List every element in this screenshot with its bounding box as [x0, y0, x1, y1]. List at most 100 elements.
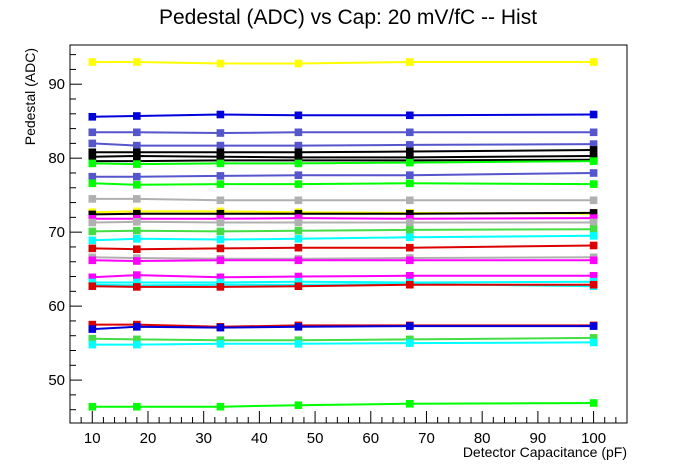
data-point	[589, 140, 598, 148]
x-tick-label: 90	[530, 430, 547, 447]
data-point	[133, 172, 141, 181]
data-point	[589, 399, 598, 407]
x-tick-label: 10	[84, 430, 101, 447]
data-point	[589, 209, 598, 217]
data-point	[216, 196, 225, 205]
x-tick-label: 80	[474, 430, 491, 447]
data-point	[216, 159, 225, 168]
data-point	[406, 158, 414, 167]
y-tick-label: 50	[48, 372, 65, 389]
data-point	[294, 180, 303, 188]
data-point	[406, 243, 414, 252]
data-point	[133, 152, 141, 160]
series-15	[88, 218, 598, 227]
data-point	[589, 146, 598, 154]
series-line	[92, 341, 594, 346]
data-point	[406, 233, 414, 242]
data-point	[406, 128, 414, 137]
data-point	[294, 340, 303, 348]
data-point	[589, 58, 598, 66]
y-axis-title: Pedestal (ADC)	[22, 48, 38, 145]
data-point	[406, 400, 414, 408]
series-1	[88, 58, 598, 68]
data-point	[589, 169, 598, 177]
series-line	[92, 256, 594, 260]
x-tick-label: 50	[307, 430, 324, 447]
data-point	[589, 232, 598, 240]
data-point	[589, 180, 598, 188]
data-point	[294, 226, 303, 235]
data-point	[88, 236, 97, 245]
data-point	[88, 179, 97, 188]
data-point	[133, 128, 141, 137]
data-point	[133, 141, 141, 150]
data-point	[133, 235, 141, 243]
series-line	[92, 280, 594, 284]
y-tick-label: 60	[48, 298, 65, 315]
data-point	[88, 325, 97, 333]
series-line	[92, 244, 594, 251]
data-point	[88, 113, 97, 121]
data-point	[589, 218, 598, 227]
series-line	[92, 336, 594, 342]
data-point	[216, 129, 225, 137]
series-line	[92, 220, 594, 224]
series-line	[92, 228, 594, 233]
series-5	[88, 146, 598, 157]
axes: 10 20 30 40 50 60 70 80 90 100 50 60 70 80 90	[48, 44, 628, 447]
data-point	[88, 340, 97, 349]
series-3	[88, 128, 598, 137]
data-point	[589, 280, 598, 289]
data-point	[133, 283, 141, 291]
data-point	[88, 148, 97, 157]
series-18	[88, 241, 598, 253]
data-point	[294, 272, 303, 281]
series-line	[92, 197, 594, 202]
data-point	[406, 179, 414, 188]
series-28	[88, 338, 598, 349]
data-point	[216, 283, 225, 291]
data-point	[406, 226, 414, 234]
data-point	[406, 111, 414, 120]
data-point	[216, 172, 225, 180]
series-29	[88, 399, 598, 411]
series-10	[88, 179, 598, 189]
series-line	[92, 259, 594, 263]
data-point	[133, 402, 141, 411]
series-line	[92, 160, 594, 166]
data-point	[294, 401, 303, 409]
data-point	[406, 171, 414, 179]
data-point	[406, 272, 414, 280]
data-point	[406, 209, 414, 218]
data-point	[216, 256, 225, 265]
data-point	[294, 256, 303, 265]
data-point	[133, 58, 141, 66]
y-tick-label: 80	[48, 150, 65, 167]
series-2	[88, 110, 598, 121]
series-16	[88, 225, 598, 236]
data-point	[88, 210, 97, 219]
data-point	[88, 195, 97, 203]
data-point	[406, 280, 414, 289]
data-point	[216, 218, 225, 227]
data-point	[88, 273, 97, 282]
data-point	[294, 282, 303, 290]
series-line	[92, 402, 594, 408]
data-point	[294, 59, 303, 68]
data-point	[294, 128, 303, 137]
series-line	[92, 131, 594, 135]
data-point	[294, 171, 303, 179]
data-point	[294, 148, 303, 157]
data-point	[294, 235, 303, 243]
data-point	[88, 58, 97, 66]
data-point	[216, 59, 225, 68]
plot-frame	[69, 44, 628, 424]
data-point	[88, 218, 97, 227]
data-point	[133, 112, 141, 120]
series-line	[92, 149, 594, 154]
data-point	[88, 172, 97, 181]
data-point	[216, 273, 225, 282]
series-13	[88, 209, 598, 219]
data-point	[216, 209, 225, 218]
